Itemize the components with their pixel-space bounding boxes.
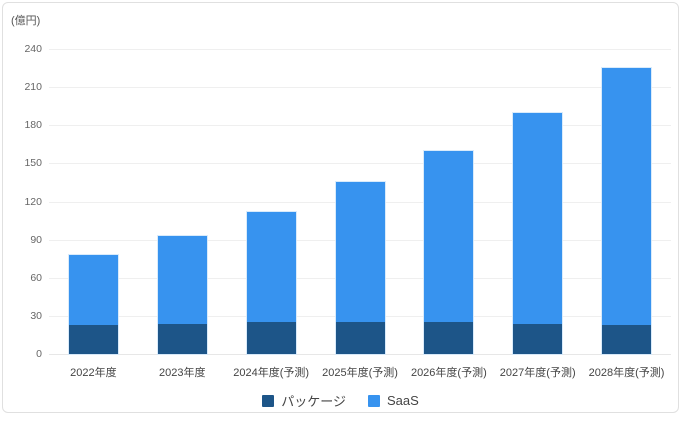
legend-item-package: パッケージ: [262, 391, 346, 410]
bar-segment-SaaS-2024年度(予測): [246, 211, 296, 323]
y-tick-label-0: 0: [36, 348, 42, 360]
gridline-180: [49, 125, 671, 127]
gridline-210: [49, 87, 671, 89]
x-tick-label-2028年度(予測): 2028年度(予測): [588, 367, 665, 379]
y-tick-label-90: 90: [30, 233, 42, 246]
bar-2023年度: [157, 235, 207, 354]
gridline-240: [49, 49, 671, 50]
package-legend-swatch-icon: [262, 394, 275, 407]
package-legend-label: パッケージ: [281, 394, 346, 409]
legend-item-saas: SaaS: [367, 393, 419, 408]
bar-2025年度(予測): [335, 182, 385, 354]
bar-2027年度(予測): [513, 112, 563, 354]
y-tick-label-210: 210: [24, 81, 42, 94]
bar-segment-パッケージ-2026年度(予測): [424, 322, 474, 354]
x-tick-label-2027年度(予測): 2027年度(予測): [499, 367, 576, 379]
bar-2026年度(予測): [424, 150, 474, 354]
x-tick-label-2025年度(予測): 2025年度(予測): [322, 367, 398, 379]
bar-segment-SaaS-2023年度: [157, 235, 207, 324]
y-tick-label-120: 120: [24, 195, 42, 208]
bar-segment-SaaS-2026年度(予測): [424, 150, 474, 323]
y-tick-label-150: 150: [24, 157, 42, 170]
y-tick-label-60: 60: [30, 271, 42, 284]
bar-2028年度(予測): [602, 68, 652, 354]
bar-2022年度: [68, 254, 118, 354]
bar-segment-SaaS-2025年度(予測): [335, 182, 385, 323]
y-axis-unit-label: (億円): [11, 15, 41, 27]
bar-segment-SaaS-2027年度(予測): [513, 112, 563, 324]
x-tick-label-2026年度(予測): 2026年度(予測): [410, 367, 487, 379]
x-axis: 2022年度 2023年度 2024年度(予測) 2025年度(予測) 2026年度(予…: [49, 362, 671, 380]
bar-segment-パッケージ-2027年度(予測): [513, 323, 563, 354]
bar-segment-SaaS-2022年度: [68, 254, 118, 325]
saas-legend-label: SaaS: [386, 393, 419, 408]
bar-segment-パッケージ-2025年度(予測): [335, 322, 385, 354]
x-tick-label-2023年度: 2023年度: [159, 367, 206, 379]
x-tick-label-2022年度: 2022年度: [70, 367, 117, 379]
y-tick-label-180: 180: [24, 119, 42, 132]
x-tick-label-2024年度(予測): 2024年度(予測): [233, 367, 310, 379]
bar-2024年度(予測): [246, 211, 296, 354]
y-tick-label-240: 240: [24, 43, 42, 55]
gridline-0: [49, 354, 671, 355]
bar-segment-パッケージ-2024年度(予測): [246, 322, 296, 354]
legend: パッケージ SaaS: [3, 391, 678, 410]
saas-legend-swatch-icon: [367, 394, 380, 407]
plot-area: 0 30 60 90 120 150 180 210 240: [24, 43, 671, 360]
bar-segment-パッケージ-2023年度: [157, 323, 207, 354]
y-tick-label-30: 30: [30, 309, 42, 322]
bar-segment-パッケージ-2022年度: [68, 324, 118, 354]
bar-segment-パッケージ-2028年度(予測): [602, 324, 652, 354]
chart-card: (億円) 0 30 60 90 120 150 180 210 240 2022年度 2023年度…: [2, 2, 679, 413]
gridline-150: [49, 163, 671, 165]
bar-segment-SaaS-2028年度(予測): [602, 68, 652, 325]
